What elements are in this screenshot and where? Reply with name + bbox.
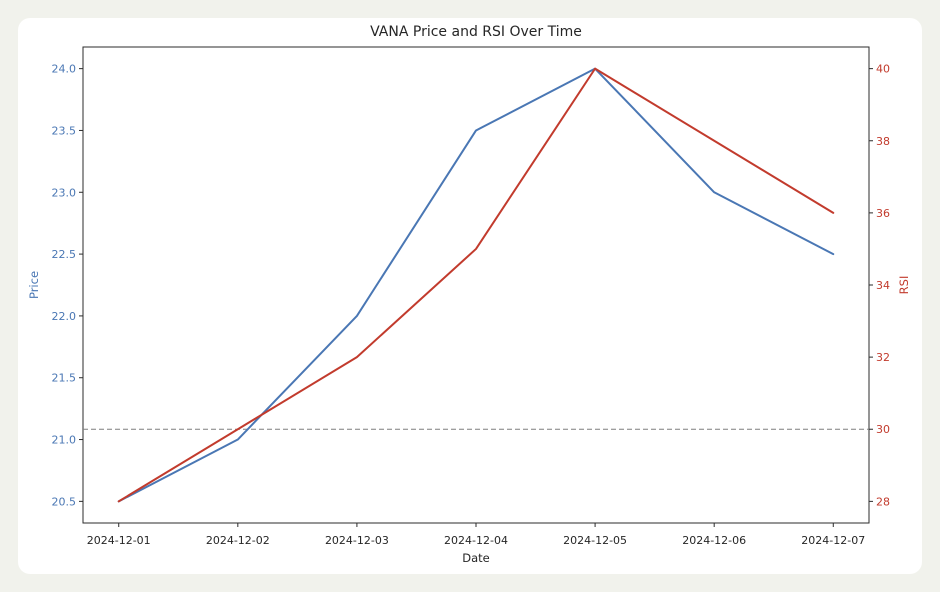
x-tick-label: 2024-12-04 bbox=[444, 534, 508, 547]
left-tick-label: 21.0 bbox=[52, 434, 77, 447]
right-tick-label: 32 bbox=[876, 351, 890, 364]
x-tick-label: 2024-12-01 bbox=[87, 534, 151, 547]
x-axis-title: Date bbox=[462, 551, 490, 565]
left-tick-label: 20.5 bbox=[52, 495, 77, 508]
x-tick-label: 2024-12-05 bbox=[563, 534, 627, 547]
left-tick-label: 23.0 bbox=[52, 186, 77, 199]
x-tick-label: 2024-12-06 bbox=[682, 534, 746, 547]
left-tick-label: 22.5 bbox=[52, 248, 77, 261]
x-tick-label: 2024-12-03 bbox=[325, 534, 389, 547]
left-tick-label: 23.5 bbox=[52, 124, 77, 137]
right-tick-label: 38 bbox=[876, 135, 890, 148]
right-tick-label: 34 bbox=[876, 279, 890, 292]
price-line bbox=[117, 67, 835, 503]
chart-title: VANA Price and RSI Over Time bbox=[370, 24, 582, 40]
x-tick-label: 2024-12-07 bbox=[801, 534, 865, 547]
left-tick-label: 24.0 bbox=[52, 63, 77, 76]
right-y-axis-title: RSI bbox=[897, 275, 911, 295]
right-tick-label: 30 bbox=[876, 423, 890, 436]
right-tick-label: 36 bbox=[876, 207, 890, 220]
left-tick-label: 22.0 bbox=[52, 310, 77, 323]
left-y-axis-title: Price bbox=[27, 270, 41, 300]
right-tick-label: 28 bbox=[876, 495, 890, 508]
right-tick-label: 40 bbox=[876, 63, 890, 76]
x-tick-label: 2024-12-02 bbox=[206, 534, 270, 547]
rsi-line bbox=[117, 67, 835, 503]
left-tick-label: 21.5 bbox=[52, 372, 77, 385]
